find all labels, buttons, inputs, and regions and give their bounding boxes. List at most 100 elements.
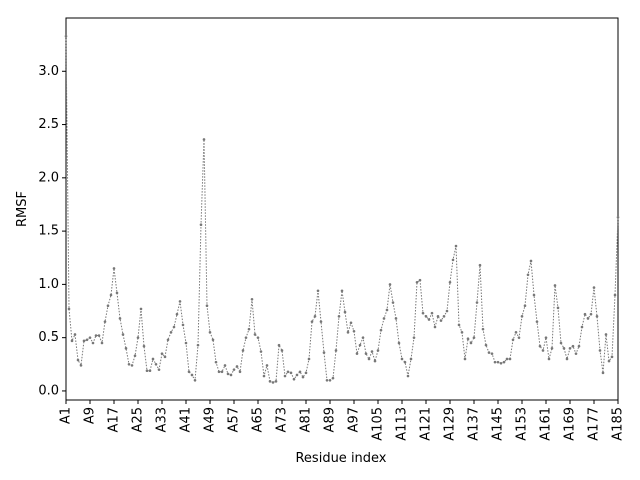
x-tick-label: A33 bbox=[155, 407, 170, 432]
point bbox=[178, 300, 182, 303]
x-tick-label: A25 bbox=[131, 407, 146, 432]
point bbox=[508, 357, 512, 361]
point bbox=[616, 215, 620, 219]
point bbox=[547, 357, 551, 361]
point bbox=[262, 374, 266, 378]
point bbox=[325, 378, 329, 382]
point bbox=[145, 369, 149, 372]
point bbox=[511, 338, 515, 342]
x-tick-label: A121 bbox=[419, 407, 434, 441]
point bbox=[586, 317, 590, 320]
point bbox=[337, 315, 341, 318]
point bbox=[517, 336, 521, 339]
point bbox=[373, 359, 377, 363]
point bbox=[379, 328, 383, 332]
point bbox=[421, 311, 425, 315]
x-tick-label: A153 bbox=[515, 407, 530, 441]
point bbox=[196, 343, 200, 347]
point bbox=[343, 310, 347, 314]
point bbox=[424, 315, 428, 318]
point bbox=[352, 329, 356, 333]
point bbox=[301, 375, 305, 379]
point bbox=[76, 358, 80, 362]
x-tick-label: A97 bbox=[347, 407, 362, 432]
point bbox=[376, 349, 380, 352]
point bbox=[103, 320, 107, 323]
point bbox=[595, 315, 599, 318]
point bbox=[304, 371, 308, 375]
point bbox=[418, 278, 422, 282]
point bbox=[388, 283, 392, 286]
point bbox=[73, 333, 77, 336]
point bbox=[370, 350, 374, 353]
point bbox=[220, 370, 224, 374]
point bbox=[148, 369, 152, 372]
point bbox=[232, 368, 236, 371]
point bbox=[472, 336, 476, 339]
point bbox=[412, 336, 416, 339]
point bbox=[568, 347, 572, 350]
point bbox=[292, 377, 296, 381]
point bbox=[601, 371, 605, 375]
x-tick-label: A129 bbox=[443, 407, 458, 441]
point bbox=[187, 370, 191, 374]
point bbox=[361, 336, 365, 339]
point bbox=[238, 370, 242, 374]
x-tick-label: A177 bbox=[587, 407, 602, 441]
x-tick-label: A49 bbox=[203, 407, 218, 432]
point bbox=[70, 339, 74, 343]
point bbox=[316, 289, 320, 293]
point bbox=[184, 341, 188, 345]
y-axis-label: RMSF bbox=[15, 191, 30, 227]
point bbox=[541, 349, 545, 352]
point bbox=[229, 373, 233, 377]
x-tick-label: A81 bbox=[299, 407, 314, 432]
point bbox=[139, 307, 143, 311]
point bbox=[610, 355, 614, 359]
point bbox=[112, 267, 116, 270]
point bbox=[571, 344, 575, 348]
x-tick-label: A1 bbox=[59, 407, 74, 424]
point bbox=[94, 334, 98, 337]
point bbox=[79, 364, 83, 367]
point bbox=[364, 352, 368, 355]
point bbox=[208, 331, 212, 334]
point bbox=[130, 364, 134, 367]
point bbox=[520, 315, 524, 318]
point bbox=[64, 34, 68, 38]
point bbox=[121, 333, 125, 336]
point bbox=[565, 357, 569, 361]
x-tick-label: A113 bbox=[395, 407, 410, 441]
y-tick-label: 1.5 bbox=[38, 224, 59, 239]
point bbox=[442, 315, 446, 318]
point bbox=[451, 258, 455, 262]
point bbox=[160, 352, 164, 355]
point bbox=[394, 317, 398, 320]
point bbox=[133, 354, 137, 358]
point bbox=[481, 327, 485, 331]
point bbox=[175, 312, 179, 316]
point bbox=[307, 357, 311, 361]
point bbox=[283, 374, 287, 378]
point bbox=[556, 306, 560, 310]
point bbox=[436, 315, 440, 318]
point bbox=[172, 325, 176, 329]
point bbox=[553, 284, 557, 287]
point bbox=[499, 361, 503, 365]
point bbox=[580, 325, 584, 329]
point bbox=[502, 360, 506, 364]
point bbox=[463, 357, 467, 361]
point bbox=[454, 244, 458, 248]
point bbox=[277, 343, 281, 347]
point bbox=[118, 317, 122, 320]
point bbox=[439, 319, 443, 322]
point bbox=[100, 341, 104, 345]
point bbox=[523, 304, 527, 307]
point bbox=[67, 307, 71, 311]
point bbox=[124, 347, 128, 350]
point bbox=[604, 333, 608, 336]
point bbox=[289, 371, 293, 375]
point bbox=[280, 349, 284, 352]
point bbox=[487, 351, 491, 354]
